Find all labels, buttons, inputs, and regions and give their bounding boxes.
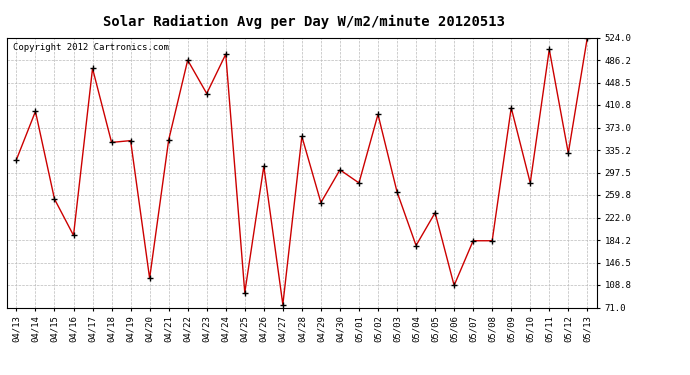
Text: Solar Radiation Avg per Day W/m2/minute 20120513: Solar Radiation Avg per Day W/m2/minute … xyxy=(103,15,504,29)
Text: Copyright 2012 Cartronics.com: Copyright 2012 Cartronics.com xyxy=(13,43,168,52)
